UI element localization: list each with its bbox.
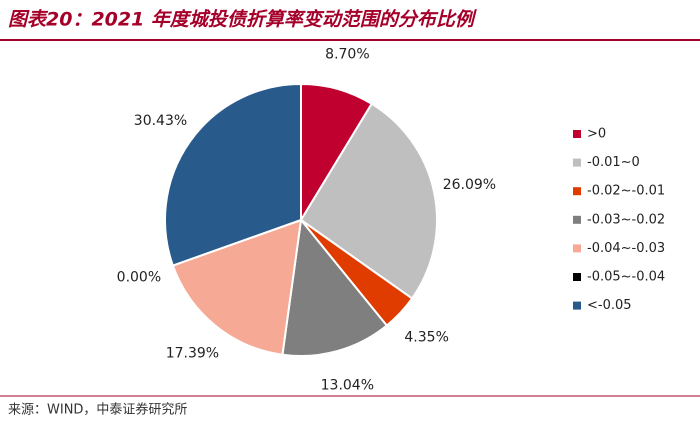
legend-swatch xyxy=(573,215,581,224)
legend-label: <-0.05 xyxy=(587,298,632,313)
data-label: 0.00% xyxy=(117,270,161,286)
pie-slice xyxy=(299,102,438,300)
legend-swatch xyxy=(573,158,581,167)
legend-label: -0.02~-0.01 xyxy=(587,184,665,199)
pie-slice xyxy=(171,218,303,356)
legend-swatch xyxy=(573,187,581,196)
legend-swatch xyxy=(573,244,581,253)
legend-swatch xyxy=(573,130,581,138)
source-note: 来源：WIND，中泰证券研究所 xyxy=(8,402,187,418)
legend-swatch xyxy=(573,273,581,281)
legend-swatch xyxy=(573,301,581,310)
legend-label: -0.03~-0.02 xyxy=(587,212,665,227)
data-label: 17.39% xyxy=(166,345,219,361)
legend-label: -0.04~-0.03 xyxy=(587,241,665,256)
data-label: 4.35% xyxy=(404,329,448,345)
legend-label: -0.05~-0.04 xyxy=(587,270,665,285)
legend-label: -0.01~0 xyxy=(587,155,640,170)
data-label: 13.04% xyxy=(321,378,374,394)
pie-slice xyxy=(281,217,389,357)
data-label: 26.09% xyxy=(443,177,496,193)
chart-title: 图表20：2021 年度城投债折算率变动范围的分布比例 xyxy=(8,9,477,31)
data-label: 30.43% xyxy=(134,113,187,129)
legend-label: >0 xyxy=(587,127,606,142)
pie-slice xyxy=(164,82,302,267)
data-label: 8.70% xyxy=(325,46,369,62)
